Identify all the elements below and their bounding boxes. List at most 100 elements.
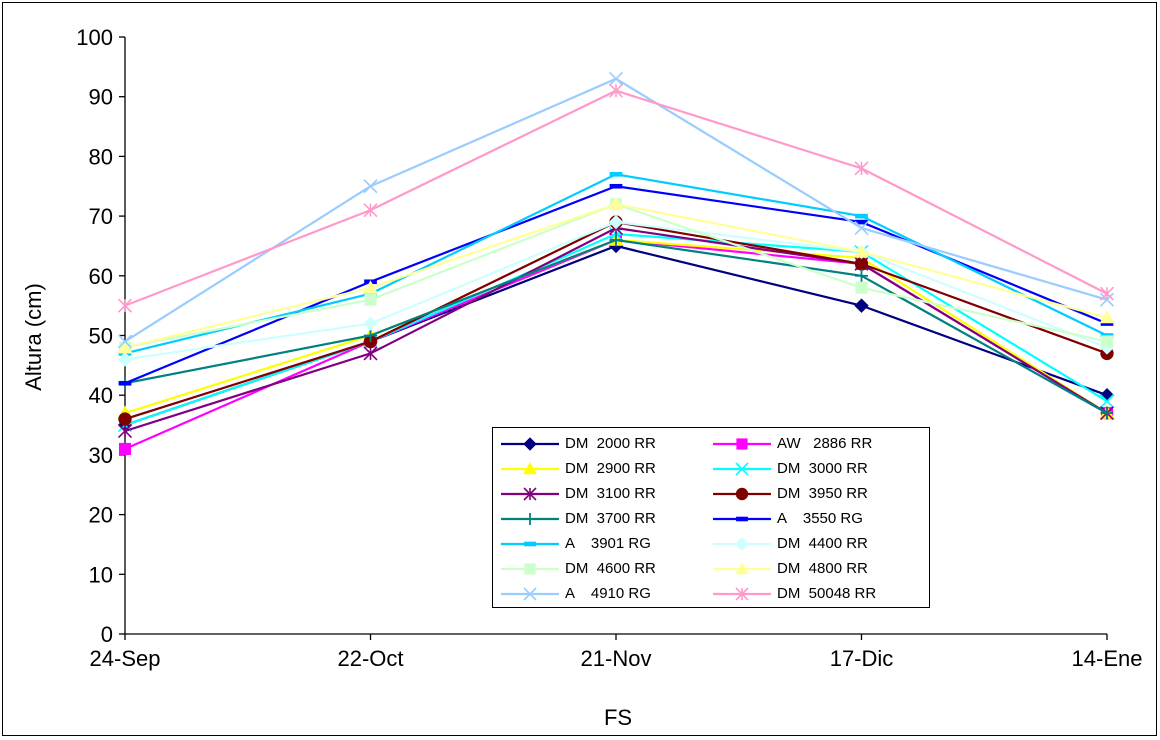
data-point-marker xyxy=(523,586,537,601)
series-13 xyxy=(117,71,1115,349)
data-point-marker xyxy=(735,487,749,500)
y-tick-label: 10 xyxy=(89,562,113,587)
y-tick-label: 50 xyxy=(89,324,113,349)
legend-swatch xyxy=(501,586,559,601)
data-point-marker xyxy=(117,334,133,349)
data-point-marker xyxy=(608,196,624,210)
y-tick-label: 20 xyxy=(89,503,113,528)
data-point-marker xyxy=(608,83,624,98)
data-point-marker xyxy=(1100,406,1114,420)
series-line xyxy=(124,238,1108,450)
y-tick-label: 90 xyxy=(89,85,113,110)
legend-swatch xyxy=(501,486,559,501)
y-tick-label: 70 xyxy=(89,204,113,229)
legend-swatch xyxy=(501,436,559,451)
legend-grid: DM 2000 RR AW 2886 RR DM 2900 RR DM 3000 RR… xyxy=(499,431,923,606)
line-chart: 0 10 20 30 40 50 60 70 80 90 100 24-Sep 22-Oct 21-Nov… xyxy=(21,25,1142,730)
series-5 xyxy=(117,220,1115,439)
data-point-marker xyxy=(854,220,869,236)
data-point-marker xyxy=(364,293,377,306)
legend-entry: A 4910 RG xyxy=(499,581,711,606)
data-point-marker xyxy=(854,257,869,271)
legend-label: DM 3700 RR xyxy=(565,510,656,527)
x-tick-label: 21-Nov xyxy=(581,646,652,671)
x-tick-label: 22-Oct xyxy=(337,646,403,671)
data-point-marker xyxy=(855,213,868,219)
legend-swatch xyxy=(713,586,771,601)
series-line xyxy=(124,238,1108,415)
data-point-marker xyxy=(736,516,748,521)
data-point-marker xyxy=(363,346,378,361)
legend-entry: DM 4400 RR xyxy=(711,531,923,556)
y-tick-label: 60 xyxy=(89,264,113,289)
data-point-marker xyxy=(523,486,537,501)
legend-swatch xyxy=(501,541,559,546)
legend-label: DM 2900 RR xyxy=(565,460,656,477)
data-point-marker xyxy=(855,281,868,294)
data-point-marker xyxy=(364,329,377,342)
data-point-marker xyxy=(117,423,133,439)
legend-swatch xyxy=(501,562,559,575)
data-point-marker xyxy=(1099,387,1115,403)
series-line xyxy=(124,238,1108,415)
data-point-marker xyxy=(854,298,869,313)
series-2 xyxy=(118,233,1114,455)
legend-entry: DM 3700 RR xyxy=(499,506,711,531)
data-point-marker xyxy=(736,437,748,450)
data-point-marker xyxy=(735,561,749,574)
data-point-marker xyxy=(854,161,869,176)
y-tick-label: 80 xyxy=(89,144,113,169)
y-tick-label: 40 xyxy=(89,383,113,408)
legend-label: DM 4600 RR xyxy=(565,560,656,577)
series-14 xyxy=(117,83,1115,313)
legend-label: AW 2886 RR xyxy=(777,435,873,452)
y-tick-label: 30 xyxy=(89,443,113,468)
legend-entry: DM 3950 RR xyxy=(711,481,923,506)
data-point-marker xyxy=(524,512,536,525)
data-point-marker xyxy=(735,586,749,601)
series-7 xyxy=(118,233,1114,420)
data-point-marker xyxy=(117,352,133,367)
legend-entry: A 3550 RG xyxy=(711,506,923,531)
legend-entry: DM 3000 RR xyxy=(711,456,923,481)
data-point-marker xyxy=(523,436,537,451)
data-point-marker xyxy=(1100,335,1114,348)
data-point-marker xyxy=(735,536,749,551)
data-point-marker xyxy=(118,380,132,386)
y-axis-label: Altura (cm) xyxy=(21,283,46,391)
y-tick-label: 0 xyxy=(101,622,113,647)
data-point-marker xyxy=(609,183,623,189)
legend-entry: DM 2900 RR xyxy=(499,456,711,481)
data-point-marker xyxy=(609,172,623,177)
legend-swatch xyxy=(501,461,559,474)
legend-entry: DM 3100 RR xyxy=(499,481,711,506)
legend-label: DM 3100 RR xyxy=(565,485,656,502)
data-point-marker xyxy=(363,280,378,294)
legend-label: DM 3950 RR xyxy=(777,485,868,502)
legend-entry: DM 4800 RR xyxy=(711,556,923,581)
legend-entry: A 3901 RG xyxy=(499,531,711,556)
legend-label: DM 3000 RR xyxy=(777,460,868,477)
legend-entry: DM 2000 RR xyxy=(499,431,711,456)
data-point-marker xyxy=(524,562,536,575)
legend-entry: DM 4600 RR xyxy=(499,556,711,581)
data-point-marker xyxy=(118,412,132,426)
legend-label: DM 4800 RR xyxy=(777,560,868,577)
legend-label: A 3901 RG xyxy=(565,535,651,552)
data-point-marker xyxy=(735,461,749,476)
data-point-marker xyxy=(855,269,868,283)
legend-swatch xyxy=(713,516,771,521)
data-point-marker xyxy=(363,316,378,331)
series-1 xyxy=(117,238,1115,433)
data-point-marker xyxy=(363,179,378,194)
data-point-marker xyxy=(1099,394,1115,409)
x-tick-label: 24-Sep xyxy=(90,646,161,671)
data-point-marker xyxy=(524,541,536,546)
data-point-marker xyxy=(609,233,623,247)
x-tick-label: 17-Dic xyxy=(830,646,894,671)
legend-swatch xyxy=(713,536,771,551)
legend-label: A 3550 RG xyxy=(777,510,863,527)
legend-swatch xyxy=(713,461,771,476)
legend-label: DM 2000 RR xyxy=(565,435,656,452)
